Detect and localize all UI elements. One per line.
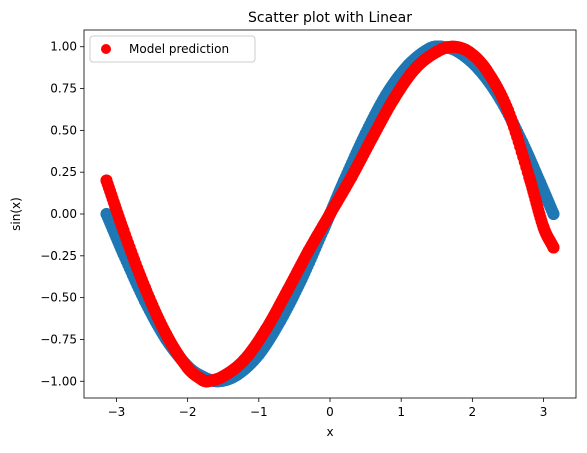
series-layer	[100, 40, 560, 388]
y-tick-label: 0.75	[50, 82, 77, 96]
marker	[547, 208, 560, 220]
y-tick-label: 0.25	[50, 165, 77, 179]
y-tick-label: 0.00	[50, 207, 77, 221]
y-tick-label: −0.50	[40, 291, 77, 305]
x-tick-label: 3	[540, 405, 548, 419]
x-tick-label: 0	[326, 405, 334, 419]
x-tick-label: 2	[469, 405, 477, 419]
y-tick-label: −0.75	[40, 332, 77, 346]
legend-marker-model-prediction	[101, 44, 111, 54]
chart-title: Scatter plot with Linear	[248, 10, 412, 26]
y-tick-label: 1.00	[50, 40, 77, 54]
legend: Model prediction	[89, 35, 256, 63]
x-tick-label: −2	[179, 405, 197, 419]
x-tick-label: −3	[108, 405, 126, 419]
x-tick-label: −1	[250, 405, 268, 419]
x-axis: −3 −2 −1 0 1 2 3	[108, 398, 548, 419]
marker	[547, 241, 560, 254]
x-tick-label: 1	[397, 405, 405, 419]
y-axis-label: sin(x)	[9, 197, 23, 231]
x-axis-label: x	[326, 425, 333, 439]
y-tick-label: −0.25	[40, 249, 77, 263]
series-model-prediction	[100, 40, 560, 388]
y-tick-label: 0.50	[50, 123, 77, 137]
y-axis: −1.00 −0.75 −0.50 −0.25 0.00 0.25 0.50 0.75 1.00	[40, 40, 84, 388]
legend-box	[89, 35, 256, 63]
y-tick-label: −1.00	[40, 374, 77, 388]
legend-label-model-prediction: Model prediction	[129, 42, 229, 56]
